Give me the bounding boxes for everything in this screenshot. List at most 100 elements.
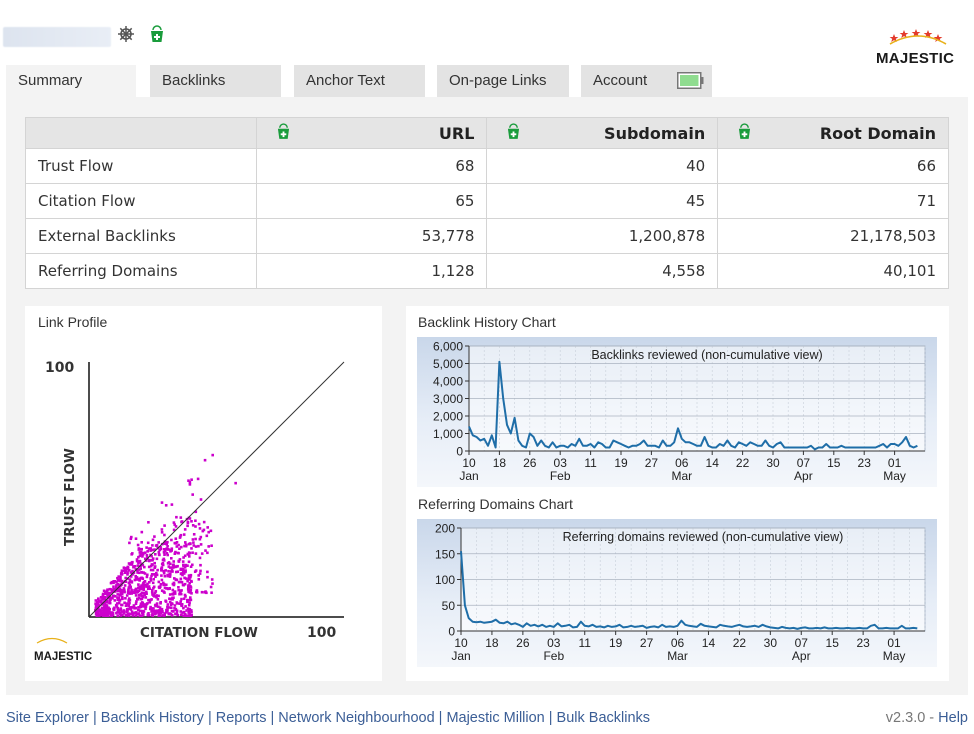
bucket-icon[interactable]	[507, 123, 520, 140]
footer-link-majestic-million[interactable]: Majestic Million	[446, 710, 545, 726]
scatter-point	[150, 590, 154, 594]
scatter-point	[128, 569, 131, 572]
scatter-point	[103, 592, 107, 595]
scatter-point	[200, 552, 204, 555]
y-tick-label: 4,000	[433, 375, 463, 389]
link-profile-scatter[interactable]: 100 100 TRUST FLOW CITATION FLOW MAJESTI…	[25, 306, 382, 681]
footer-link-bulk-backlinks[interactable]: Bulk Backlinks	[556, 710, 651, 726]
scatter-point	[199, 543, 203, 546]
scatter-point	[158, 611, 162, 614]
scatter-point	[166, 603, 170, 606]
scatter-point	[99, 596, 103, 599]
bucket-icon[interactable]	[738, 123, 751, 140]
scatter-point	[234, 481, 237, 485]
scatter-point	[157, 551, 161, 554]
majestic-logo[interactable]: MAJESTIC	[876, 28, 960, 68]
scatter-point	[195, 590, 199, 594]
tab-summary[interactable]: Summary	[6, 65, 136, 98]
scatter-point	[140, 571, 144, 574]
scatter-point	[137, 561, 140, 565]
scatter-point	[179, 590, 182, 594]
scatter-point	[128, 580, 132, 584]
brand-name: MAJESTIC	[876, 50, 955, 67]
column-header-subdomain: Subdomain	[486, 117, 719, 149]
scatter-point	[104, 613, 107, 617]
scatter-point	[138, 568, 141, 571]
x-max-label: 100	[307, 625, 336, 641]
scatter-point	[210, 578, 214, 581]
scatter-point	[183, 576, 186, 580]
scatter-point	[177, 560, 181, 563]
cell-value: 71	[717, 183, 949, 219]
scatter-point	[197, 522, 201, 526]
footer-link-backlink-history[interactable]: Backlink History	[100, 710, 204, 726]
scatter-point	[120, 592, 124, 596]
scatter-point	[127, 588, 130, 591]
footer-link-reports[interactable]: Reports	[215, 710, 267, 726]
scatter-point	[132, 571, 136, 575]
scatter-point	[112, 608, 116, 611]
y-tick-label: 1,000	[433, 427, 463, 441]
scatter-point	[121, 613, 124, 617]
ship-wheel-icon[interactable]	[117, 25, 135, 43]
scatter-point	[188, 591, 192, 594]
scatter-point	[114, 603, 118, 607]
scatter-point	[184, 595, 187, 598]
bucket-icon[interactable]	[150, 25, 164, 43]
scatter-point	[163, 542, 167, 545]
scatter-point	[198, 537, 202, 541]
column-header-root-domain: Root Domain	[717, 117, 949, 149]
scatter-point	[183, 544, 186, 548]
tab-anchor-text[interactable]: Anchor Text	[294, 65, 425, 97]
scatter-point	[105, 589, 109, 593]
bucket-icon[interactable]	[277, 123, 290, 140]
scatter-point	[120, 579, 124, 583]
scatter-point	[140, 547, 143, 551]
scatter-point	[143, 572, 147, 575]
x-axis-label: CITATION FLOW	[140, 625, 258, 641]
series-line	[460, 551, 918, 630]
cell-value: 45	[486, 183, 719, 219]
scatter-point	[159, 601, 162, 604]
scatter-point	[188, 555, 191, 558]
scatter-point	[144, 596, 148, 599]
backlink-history-chart[interactable]: 0 1,000 2,000 3,000 4,000 5,000 6,000 10 18 26 03 1…	[417, 337, 937, 487]
footer-link-network-neighbourhood[interactable]: Network Neighbourhood	[278, 710, 435, 726]
footer-link-site-explorer[interactable]: Site Explorer	[6, 710, 90, 726]
scatter-point	[203, 458, 207, 462]
x-tick-label: 19	[609, 636, 623, 650]
tab-on-page-links[interactable]: On-page Links	[437, 65, 569, 97]
scatter-point	[176, 570, 180, 573]
x-tick-label: 01	[888, 456, 902, 470]
scatter-point	[134, 575, 137, 578]
tab-backlinks[interactable]: Backlinks	[150, 65, 281, 97]
scatter-point	[164, 600, 168, 603]
scatter-point	[146, 614, 150, 617]
scatter-point	[129, 612, 132, 616]
scatter-point	[121, 595, 124, 599]
backlink-history-title: Backlink History Chart	[418, 314, 556, 330]
scatter-point	[120, 597, 124, 601]
scatter-point	[147, 565, 151, 569]
scatter-point	[103, 606, 106, 609]
scatter-point	[153, 595, 156, 598]
scatter-point	[184, 569, 187, 572]
referring-domains-chart[interactable]: 0 50 100 150 200 10 18 26 03 11 19 27 06 14 22 30 07 15 23…	[417, 519, 937, 667]
tab-account[interactable]: Account	[581, 65, 712, 97]
scatter-point	[132, 565, 135, 569]
scatter-point	[120, 610, 124, 613]
link-profile-card: Link Profile 100 100 TRUST FLOW CITATION…	[25, 306, 382, 681]
scatter-point	[138, 614, 142, 617]
scatter-point	[156, 598, 160, 601]
x-tick-label: 14	[706, 456, 720, 470]
table-row: Trust Flow 68 40 66	[25, 148, 949, 184]
scatter-point	[139, 567, 142, 570]
scatter-point	[127, 612, 130, 615]
table-header-blank	[25, 117, 257, 149]
small-majestic-logo: MAJESTIC	[34, 637, 92, 663]
scatter-point	[181, 611, 184, 614]
help-link[interactable]: Help	[938, 710, 968, 726]
x-month-label: Mar	[667, 649, 688, 663]
scatter-point	[149, 577, 152, 580]
scatter-point	[126, 573, 129, 576]
